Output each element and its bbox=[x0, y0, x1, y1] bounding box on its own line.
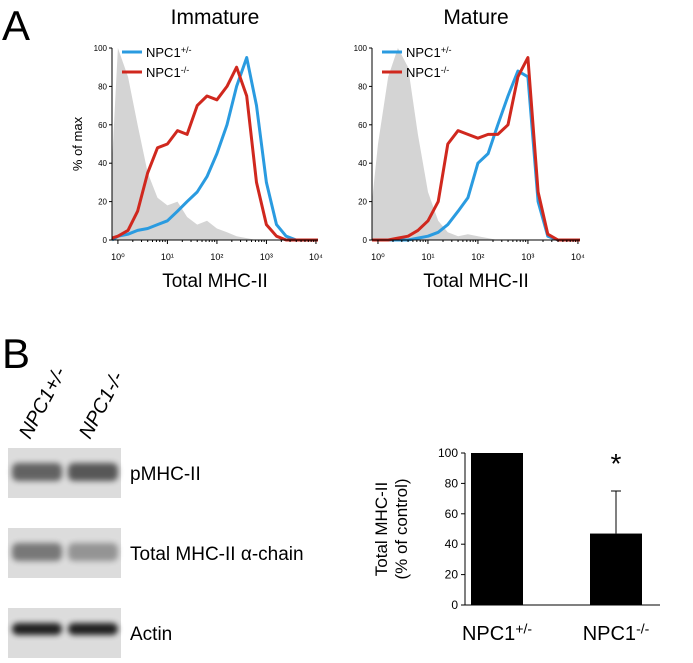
histogram-line bbox=[111, 56, 318, 242]
blot-row-label: Total MHC-II α-chain bbox=[130, 544, 304, 565]
legend-label: NPC1-/- bbox=[146, 65, 189, 80]
blot-band bbox=[12, 623, 62, 635]
y-tick-label: 40 bbox=[445, 537, 459, 551]
bar bbox=[471, 453, 523, 605]
y-tick-label: 0 bbox=[363, 236, 368, 245]
blot-band bbox=[12, 543, 62, 561]
x-tick-label: NPC1+/- bbox=[462, 621, 532, 645]
x-tick-label: 10⁴ bbox=[571, 252, 585, 262]
x-axis-label: Total MHC-II bbox=[162, 271, 268, 292]
y-axis-label: Total MHC-II bbox=[372, 482, 391, 576]
y-tick-label: 80 bbox=[358, 82, 367, 91]
y-tick-label: 80 bbox=[445, 476, 459, 490]
y-tick-label: 60 bbox=[98, 121, 107, 130]
histogram-line bbox=[372, 56, 580, 242]
bar bbox=[590, 533, 642, 605]
y-tick-label: 40 bbox=[98, 159, 107, 168]
panel-label: B bbox=[2, 330, 30, 377]
chart-title: Immature bbox=[171, 6, 260, 29]
x-tick-label: 10² bbox=[471, 252, 484, 262]
y-tick-label: 100 bbox=[94, 44, 108, 53]
x-tick-label: 10⁰ bbox=[371, 252, 385, 262]
y-axis-label: % of max bbox=[70, 116, 85, 171]
x-tick-label: 10⁴ bbox=[309, 252, 323, 262]
y-tick-label: 100 bbox=[354, 44, 368, 53]
lane-label: NPC1-/- bbox=[75, 368, 128, 442]
histogram-area bbox=[112, 48, 318, 240]
histogram-area bbox=[372, 48, 580, 240]
blot-row-label: Actin bbox=[130, 624, 172, 645]
blot-band bbox=[12, 463, 62, 481]
x-tick-label: 10¹ bbox=[421, 252, 434, 262]
y-tick-label: 0 bbox=[103, 236, 108, 245]
histogram-line bbox=[111, 65, 318, 242]
y-tick-label: 20 bbox=[358, 198, 367, 207]
y-tick-label: 40 bbox=[358, 159, 367, 168]
legend-label: NPC1-/- bbox=[406, 65, 449, 80]
blot-band bbox=[68, 543, 118, 561]
panel-label: A bbox=[2, 2, 30, 49]
x-tick-label: 10⁰ bbox=[111, 252, 125, 262]
x-axis-label: Total MHC-II bbox=[423, 271, 529, 292]
x-tick-label: 10³ bbox=[260, 252, 273, 262]
y-axis-label: (% of control) bbox=[392, 478, 411, 579]
y-tick-label: 80 bbox=[98, 82, 107, 91]
y-tick-label: 0 bbox=[451, 598, 458, 612]
y-tick-label: 60 bbox=[358, 121, 367, 130]
x-tick-label: NPC1-/- bbox=[583, 621, 650, 645]
y-tick-label: 100 bbox=[438, 446, 458, 460]
y-tick-label: 20 bbox=[445, 568, 459, 582]
significance-mark: * bbox=[611, 448, 622, 479]
x-tick-label: 10³ bbox=[521, 252, 534, 262]
chart-title: Mature bbox=[443, 6, 508, 29]
blot-band bbox=[68, 463, 118, 481]
blot-row-label: pMHC-II bbox=[130, 464, 201, 485]
x-tick-label: 10¹ bbox=[161, 252, 174, 262]
legend-label: NPC1+/- bbox=[406, 45, 452, 60]
y-tick-label: 20 bbox=[98, 198, 107, 207]
x-tick-label: 10² bbox=[210, 252, 223, 262]
blot-band bbox=[68, 623, 118, 635]
legend-label: NPC1+/- bbox=[146, 45, 192, 60]
y-tick-label: 60 bbox=[445, 507, 459, 521]
